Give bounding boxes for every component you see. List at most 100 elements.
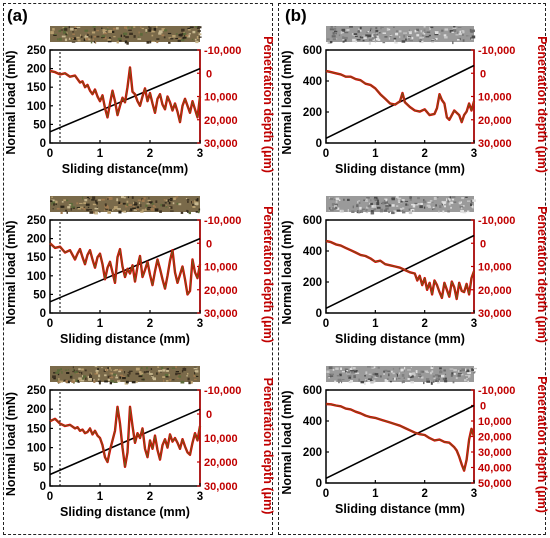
- x-tick-label: 3: [471, 148, 477, 160]
- y-tick-label: 50: [33, 119, 46, 131]
- normal-load-line: [325, 404, 475, 480]
- chart-a2: 0 50 100 150 200 250 0 1 2 3 -10,000 0 10,000 20,000 3…: [4, 196, 275, 346]
- y-right-tick-label: 30,000: [478, 447, 512, 459]
- panel-a-frame: (a): [3, 3, 273, 535]
- x-tick-label: 2: [147, 148, 153, 160]
- penetration-depth-trace: [49, 406, 201, 468]
- y-tick-label: 100: [27, 271, 46, 283]
- x-tick-label: 2: [421, 488, 427, 500]
- plot-frame: [325, 389, 475, 484]
- y-tick-label: 0: [316, 478, 322, 490]
- x-tick-label: 1: [372, 318, 379, 330]
- y-tick-label: 0: [40, 481, 46, 493]
- y-right-tick-label: 0: [480, 401, 486, 413]
- x-tick-label: 3: [197, 148, 203, 160]
- y-tick-label: 250: [27, 215, 46, 227]
- penetration-depth-trace: [325, 240, 475, 300]
- penetration-depth-line: [325, 402, 476, 472]
- y-tick-label: 100: [27, 443, 46, 455]
- x-axis-label: Sliding distance (mm): [335, 332, 465, 346]
- x-tick-label: 0: [47, 148, 53, 160]
- x-axis-label: Sliding distance(mm): [62, 162, 188, 176]
- y-right-axis-label: Penetration depth (μm): [535, 36, 549, 173]
- y-tick-label: 50: [33, 289, 46, 301]
- x-tick-label: 1: [97, 148, 104, 160]
- y-tick-label: 600: [303, 215, 322, 227]
- x-tick-label: 0: [47, 318, 53, 330]
- y-right-axis-label: Penetration depth (μm): [261, 36, 275, 173]
- penetration-depth-trace: [49, 242, 201, 295]
- y-tick-label: 0: [40, 138, 46, 150]
- surface-micrograph: [50, 366, 200, 385]
- y-right-tick-label: 10,000: [478, 262, 512, 274]
- y-right-tick-label: 0: [206, 68, 212, 80]
- penetration-depth-trace: [49, 66, 201, 123]
- y-tick-label: 250: [27, 385, 46, 397]
- y-tick-label: 150: [27, 82, 46, 94]
- y-right-tick-label: -10,000: [478, 45, 515, 57]
- plot-frame: [49, 389, 201, 487]
- normal-load-line: [49, 237, 201, 303]
- surface-micrograph: [50, 196, 201, 215]
- y-right-tick-label: 20,000: [204, 457, 238, 469]
- x-axis-label: Sliding distance (mm): [60, 505, 190, 519]
- x-tick-label: 2: [421, 318, 427, 330]
- y-axis-label: Normal load (mN): [4, 50, 18, 154]
- penetration-depth-trace: [325, 403, 475, 472]
- x-axis-label: Sliding distance (mm): [335, 162, 465, 176]
- normal-load-line: [325, 234, 475, 310]
- y-tick-label: 50: [33, 462, 46, 474]
- y-right-tick-label: 20,000: [204, 115, 238, 127]
- penetration-depth-line: [325, 239, 476, 301]
- panel-label: (a): [7, 6, 28, 25]
- y-tick-label: 0: [316, 308, 322, 320]
- y-right-tick-label: 40,000: [478, 463, 512, 475]
- chart-b1: 0 200 400 600 0 1 2 3 -10,000 0 10,000 20,000 30,000…: [280, 26, 549, 176]
- y-tick-label: 600: [303, 45, 322, 57]
- y-right-tick-label: 20,000: [478, 432, 512, 444]
- y-right-tick-label: -10,000: [478, 215, 515, 227]
- plot-frame: [49, 219, 201, 314]
- y-right-tick-label: -10,000: [204, 215, 241, 227]
- surface-micrograph: [326, 366, 477, 385]
- x-tick-label: 3: [471, 488, 477, 500]
- x-tick-label: 2: [147, 318, 153, 330]
- x-tick-label: 2: [421, 148, 427, 160]
- penetration-depth-trace: [325, 70, 475, 123]
- y-tick-label: 250: [27, 45, 46, 57]
- chart-b3: 0 200 400 600 0 1 2 3 -10,000 0 10,000 20,000 30,000…: [280, 366, 549, 516]
- y-right-tick-label: 10,000: [478, 92, 512, 104]
- panel-label: (b): [285, 6, 307, 25]
- x-tick-label: 1: [97, 318, 104, 330]
- y-right-tick-label: 30,000: [204, 308, 238, 320]
- y-right-tick-label: 20,000: [478, 285, 512, 297]
- y-right-tick-label: 0: [206, 238, 212, 250]
- y-right-tick-label: 30,000: [204, 481, 238, 493]
- y-right-tick-label: 20,000: [204, 285, 238, 297]
- x-tick-label: 1: [372, 488, 379, 500]
- y-tick-label: 200: [303, 277, 322, 289]
- x-tick-label: 3: [197, 318, 203, 330]
- y-right-tick-label: 50,000: [478, 478, 512, 490]
- y-tick-label: 400: [303, 76, 322, 88]
- y-right-tick-label: 0: [480, 238, 486, 250]
- y-right-axis-label: Penetration depth (μm): [535, 206, 549, 343]
- x-axis-label: Sliding distance (mm): [335, 502, 465, 516]
- x-tick-label: 3: [471, 318, 477, 330]
- x-tick-label: 1: [372, 148, 379, 160]
- normal-load-line: [49, 408, 201, 476]
- panel-b-frame: (b): [278, 3, 546, 535]
- plot-frame: [325, 49, 475, 144]
- y-tick-label: 200: [27, 234, 46, 246]
- y-right-tick-label: -10,000: [204, 45, 241, 57]
- x-tick-label: 3: [197, 491, 203, 503]
- surface-micrograph: [326, 196, 476, 215]
- y-right-axis-label: Penetration depth (μm): [261, 378, 275, 515]
- y-right-axis-label: Penetration depth (μm): [261, 206, 275, 343]
- y-tick-label: 150: [27, 252, 46, 264]
- chart-a3: 0 50 100 150 200 250 0 1 2 3 -10,000 0 10,000 20,000 3…: [4, 366, 275, 519]
- y-right-tick-label: 10,000: [204, 262, 238, 274]
- y-right-tick-label: -10,000: [204, 385, 241, 397]
- y-right-tick-label: 30,000: [204, 138, 238, 150]
- y-axis-label: Normal load (mN): [280, 390, 294, 494]
